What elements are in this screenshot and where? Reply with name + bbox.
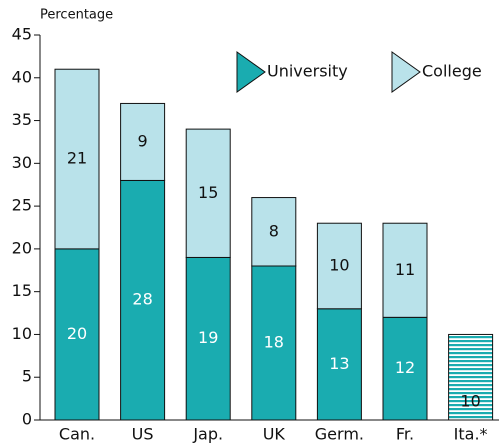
legend-label: University (267, 62, 348, 81)
bar-segment (316, 308, 362, 421)
data-label: 13 (329, 354, 349, 373)
y-tick-label: 40 (12, 67, 32, 86)
data-label: 15 (198, 183, 218, 202)
legend-swatch (236, 51, 266, 93)
data-label: 9 (138, 131, 148, 150)
y-tick-label: 35 (12, 110, 32, 129)
x-tick-label: UK (263, 425, 286, 444)
y-tick-label: 20 (12, 238, 32, 257)
bar-segment (185, 256, 231, 421)
y-tick-label: 0 (22, 410, 32, 429)
data-label: 18 (264, 333, 284, 352)
bar-segment (251, 197, 297, 267)
x-tick-label: Ita.* (454, 425, 488, 444)
data-label: 11 (395, 260, 415, 279)
y-tick-label: 30 (12, 153, 32, 172)
bar-segment (448, 333, 494, 421)
x-tick-label: Can. (59, 425, 95, 444)
x-tick-label: US (132, 425, 154, 444)
y-tick-label: 15 (12, 281, 32, 300)
bar-segment (382, 316, 428, 421)
data-label: 12 (395, 358, 415, 377)
bar-segment (120, 102, 166, 181)
x-tick-label: Fr. (396, 425, 414, 444)
bar-segment (382, 222, 428, 318)
data-label: 28 (132, 290, 152, 309)
x-tick-label: Germ. (315, 425, 364, 444)
x-tick-label: Jap. (192, 425, 223, 444)
y-tick-label: 45 (12, 25, 32, 44)
data-label: 19 (198, 328, 218, 347)
y-tick-label: 25 (12, 196, 32, 215)
bar-segment (185, 128, 231, 258)
y-axis-label: Percentage (40, 8, 113, 23)
bar-segment (316, 222, 362, 310)
y-tick-label: 10 (12, 324, 32, 343)
legend-swatch (391, 51, 421, 93)
y-tick-label: 5 (22, 367, 32, 386)
data-label: 10 (460, 392, 480, 411)
data-label: 8 (269, 221, 279, 240)
data-label: 10 (329, 256, 349, 275)
bar-segment (251, 265, 297, 421)
data-label: 20 (67, 324, 87, 343)
data-label: 21 (67, 149, 87, 168)
bar-segment (54, 68, 100, 250)
legend-label: College (422, 62, 482, 81)
